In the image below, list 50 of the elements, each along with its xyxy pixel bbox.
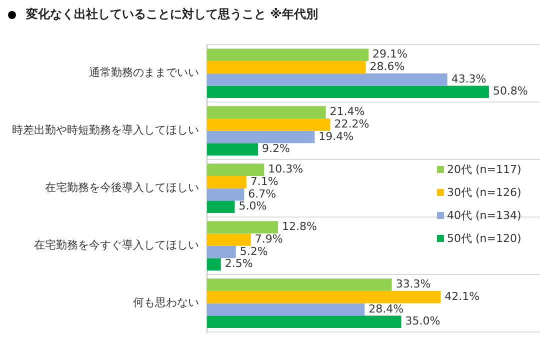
data-label: 12.8% (282, 220, 317, 234)
data-label: 19.4% (318, 130, 354, 143)
data-label: 5.0% (238, 200, 267, 213)
bar (207, 48, 369, 61)
data-label: 29.1% (372, 48, 408, 61)
data-label: 10.3% (268, 162, 304, 176)
data-label: 33.3% (396, 278, 431, 291)
data-label: 7.1% (250, 174, 278, 188)
data-label: 9.2% (262, 142, 290, 156)
bar (207, 143, 258, 156)
bar (207, 290, 441, 304)
bar (207, 106, 326, 118)
data-label: 28.4% (368, 302, 404, 316)
bar (207, 164, 264, 176)
y-tick-label: 何も思わない (133, 296, 199, 310)
bar (207, 200, 235, 214)
data-label: 7.9% (254, 232, 283, 246)
data-label: 50.8% (492, 84, 528, 98)
bar (207, 278, 392, 291)
data-label: 43.3% (451, 72, 486, 86)
bar (207, 86, 489, 98)
chart-title: 変化なく出社していることに対して思うこと ※年代別 (26, 6, 318, 23)
bar (207, 221, 278, 234)
bar (207, 130, 315, 144)
legend-label: 50代 (n=120) (447, 231, 522, 246)
y-tick-label: 通常勤務のままでいい (89, 66, 199, 80)
y-tick-label: 在宅勤務を今後導入してほしい (45, 181, 199, 194)
bar (207, 60, 366, 74)
data-label: 2.5% (224, 257, 253, 270)
bar (207, 316, 402, 328)
data-label: 6.7% (248, 187, 276, 200)
legend-label: 20代 (n=117) (447, 162, 522, 177)
bar (207, 233, 251, 246)
y-tick-label: 時差出勤や時短勤務を導入してほしい (12, 124, 199, 137)
data-label: 5.2% (240, 244, 268, 258)
data-label: 35.0% (405, 314, 440, 328)
bar (207, 118, 330, 131)
bar (207, 303, 365, 316)
bar (207, 188, 244, 201)
bar (207, 258, 221, 270)
legend-label: 40代 (n=134) (447, 208, 522, 223)
legend-label: 30代 (n=126) (447, 185, 522, 200)
bar (207, 73, 448, 86)
bar (207, 246, 236, 258)
data-label: 22.2% (334, 118, 370, 130)
y-tick-label: 在宅勤務を今すぐ導入してほしい (34, 238, 199, 252)
data-label: 42.1% (444, 290, 480, 303)
bar (207, 176, 246, 188)
data-label: 28.6% (370, 60, 405, 74)
data-label: 21.4% (330, 105, 365, 118)
